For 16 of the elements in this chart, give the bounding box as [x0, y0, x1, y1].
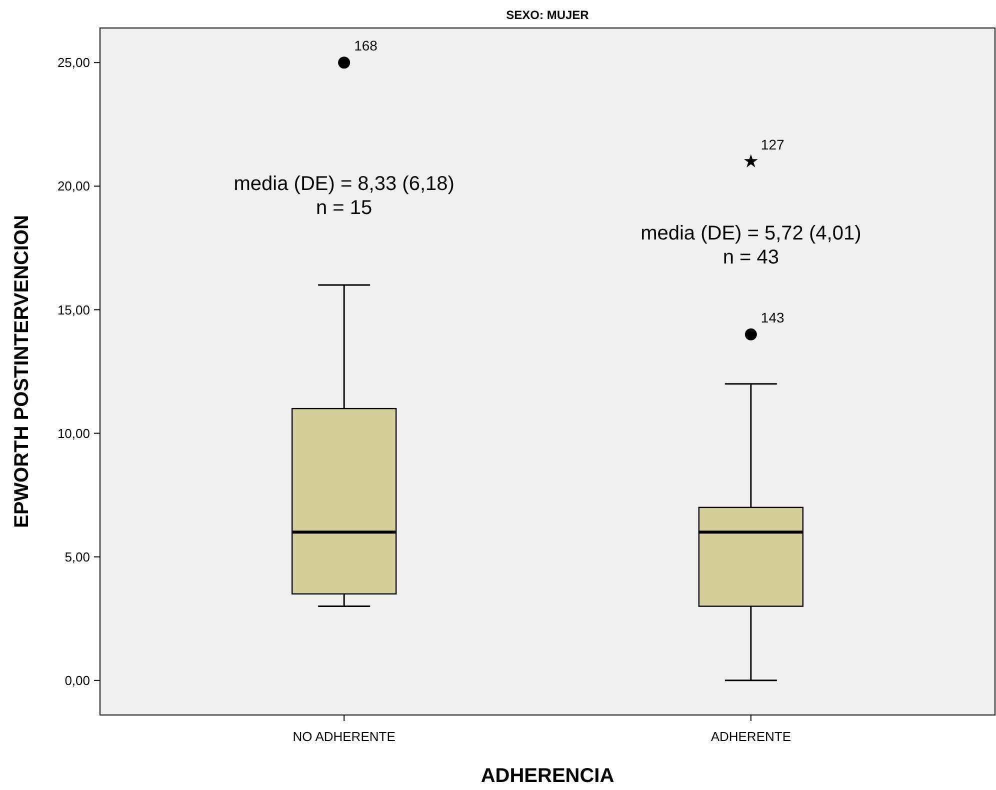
y-axis-title: EPWORTH POSTINTERVENCION: [11, 215, 33, 528]
y-tick-label: 5,00: [64, 549, 90, 564]
annotation: media (DE) = 5,72 (4,01) n = 43: [640, 222, 862, 268]
x-tick-label: ADHERENTE: [710, 729, 792, 744]
x-tick-label: NO ADHERENTE: [292, 729, 396, 744]
y-tick-label: 20,00: [57, 178, 90, 194]
y-tick-label: 15,00: [57, 302, 90, 318]
annotation: 127: [760, 136, 784, 152]
y-tick-label: 25,00: [57, 55, 90, 70]
annotation: media (DE) = 8,33 (6,18) n = 15: [234, 173, 454, 220]
x-axis-title: ADHERENCIA: [480, 765, 614, 787]
annotation: 143: [760, 309, 784, 326]
y-tick-label: 0,00: [64, 672, 90, 688]
annotation: 168: [354, 38, 378, 54]
y-tick-label: 10,00: [57, 426, 90, 441]
chart-title: SEXO: MUJER: [506, 8, 590, 22]
